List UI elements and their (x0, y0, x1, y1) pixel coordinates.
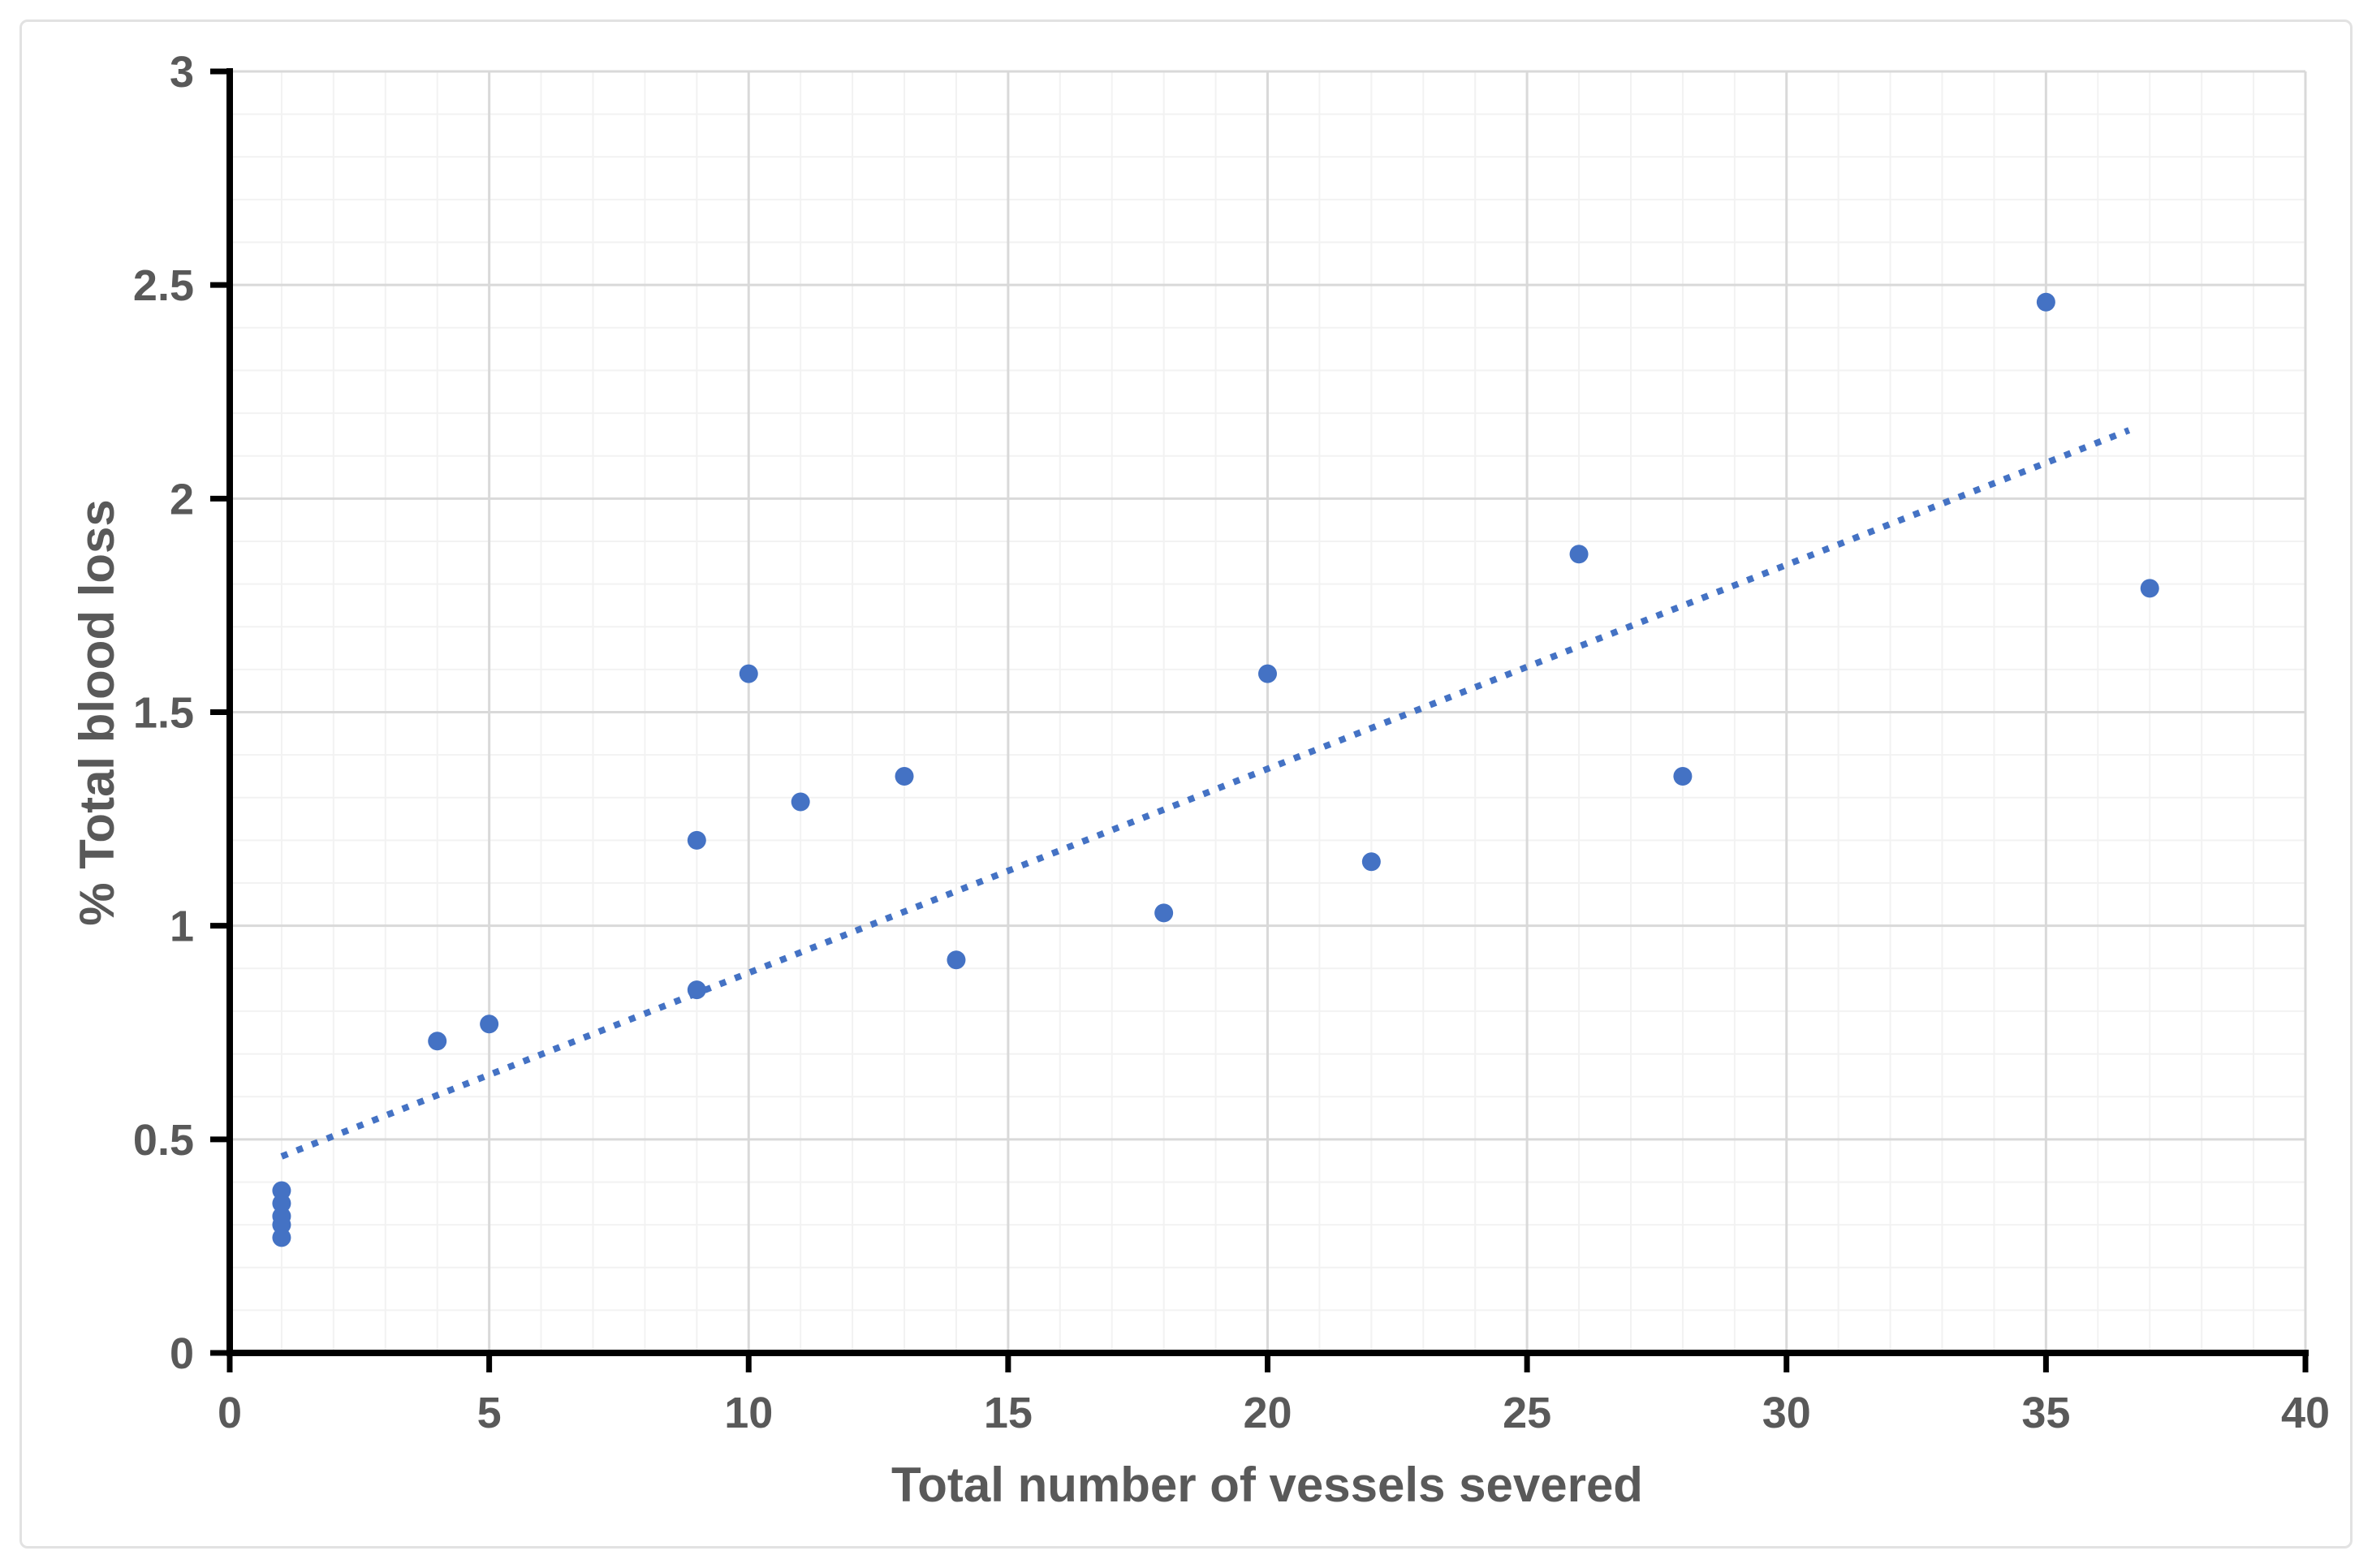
data-point (272, 1228, 291, 1247)
data-point (947, 950, 966, 970)
data-point (1673, 766, 1693, 786)
y-tick-label: 2 (170, 475, 194, 523)
y-tick-label: 0.5 (133, 1116, 194, 1165)
major-gridlines (230, 70, 2307, 1353)
data-point (2140, 579, 2159, 598)
y-tick-label: 1.5 (133, 689, 194, 738)
data-point (1569, 545, 1589, 564)
y-tick-label: 2.5 (133, 261, 194, 310)
data-point (272, 1181, 291, 1200)
data-point (1258, 664, 1277, 683)
data-point (1361, 852, 1381, 872)
x-tick-label: 15 (984, 1389, 1033, 1437)
data-point (2036, 292, 2055, 312)
x-tick-label: 10 (724, 1389, 773, 1437)
data-points (272, 292, 2159, 1247)
x-axis-title: Total number of vessels severed (891, 1458, 1643, 1512)
trendline (280, 427, 2131, 1160)
y-tick-label: 1 (170, 902, 194, 951)
x-tick-label: 35 (2021, 1389, 2070, 1437)
y-axis-title: % Total blood loss (70, 499, 124, 926)
data-point (687, 980, 706, 1000)
x-tick-label: 20 (1243, 1389, 1292, 1437)
data-point (791, 792, 810, 812)
data-point (480, 1014, 499, 1034)
y-tick-label: 3 (170, 48, 194, 97)
tick-marks (210, 68, 2309, 1372)
x-tick-label: 40 (2281, 1389, 2330, 1437)
data-point (1154, 903, 1174, 923)
data-point (428, 1032, 447, 1051)
data-point (272, 1215, 291, 1234)
data-point (739, 664, 758, 683)
data-point (272, 1194, 291, 1213)
data-point (687, 830, 706, 850)
x-tick-label: 30 (1762, 1389, 1811, 1437)
x-tick-label: 5 (477, 1389, 502, 1437)
data-point (895, 766, 914, 786)
y-tick-label: 0 (170, 1329, 194, 1378)
tick-labels: 0 5 10 15 20 25 30 35 40 0 0.5 1 1.5 2 2.5 3 (133, 48, 2330, 1437)
x-tick-label: 0 (218, 1389, 242, 1437)
x-tick-label: 25 (1503, 1389, 1551, 1437)
trendline-dotted (280, 427, 2131, 1160)
